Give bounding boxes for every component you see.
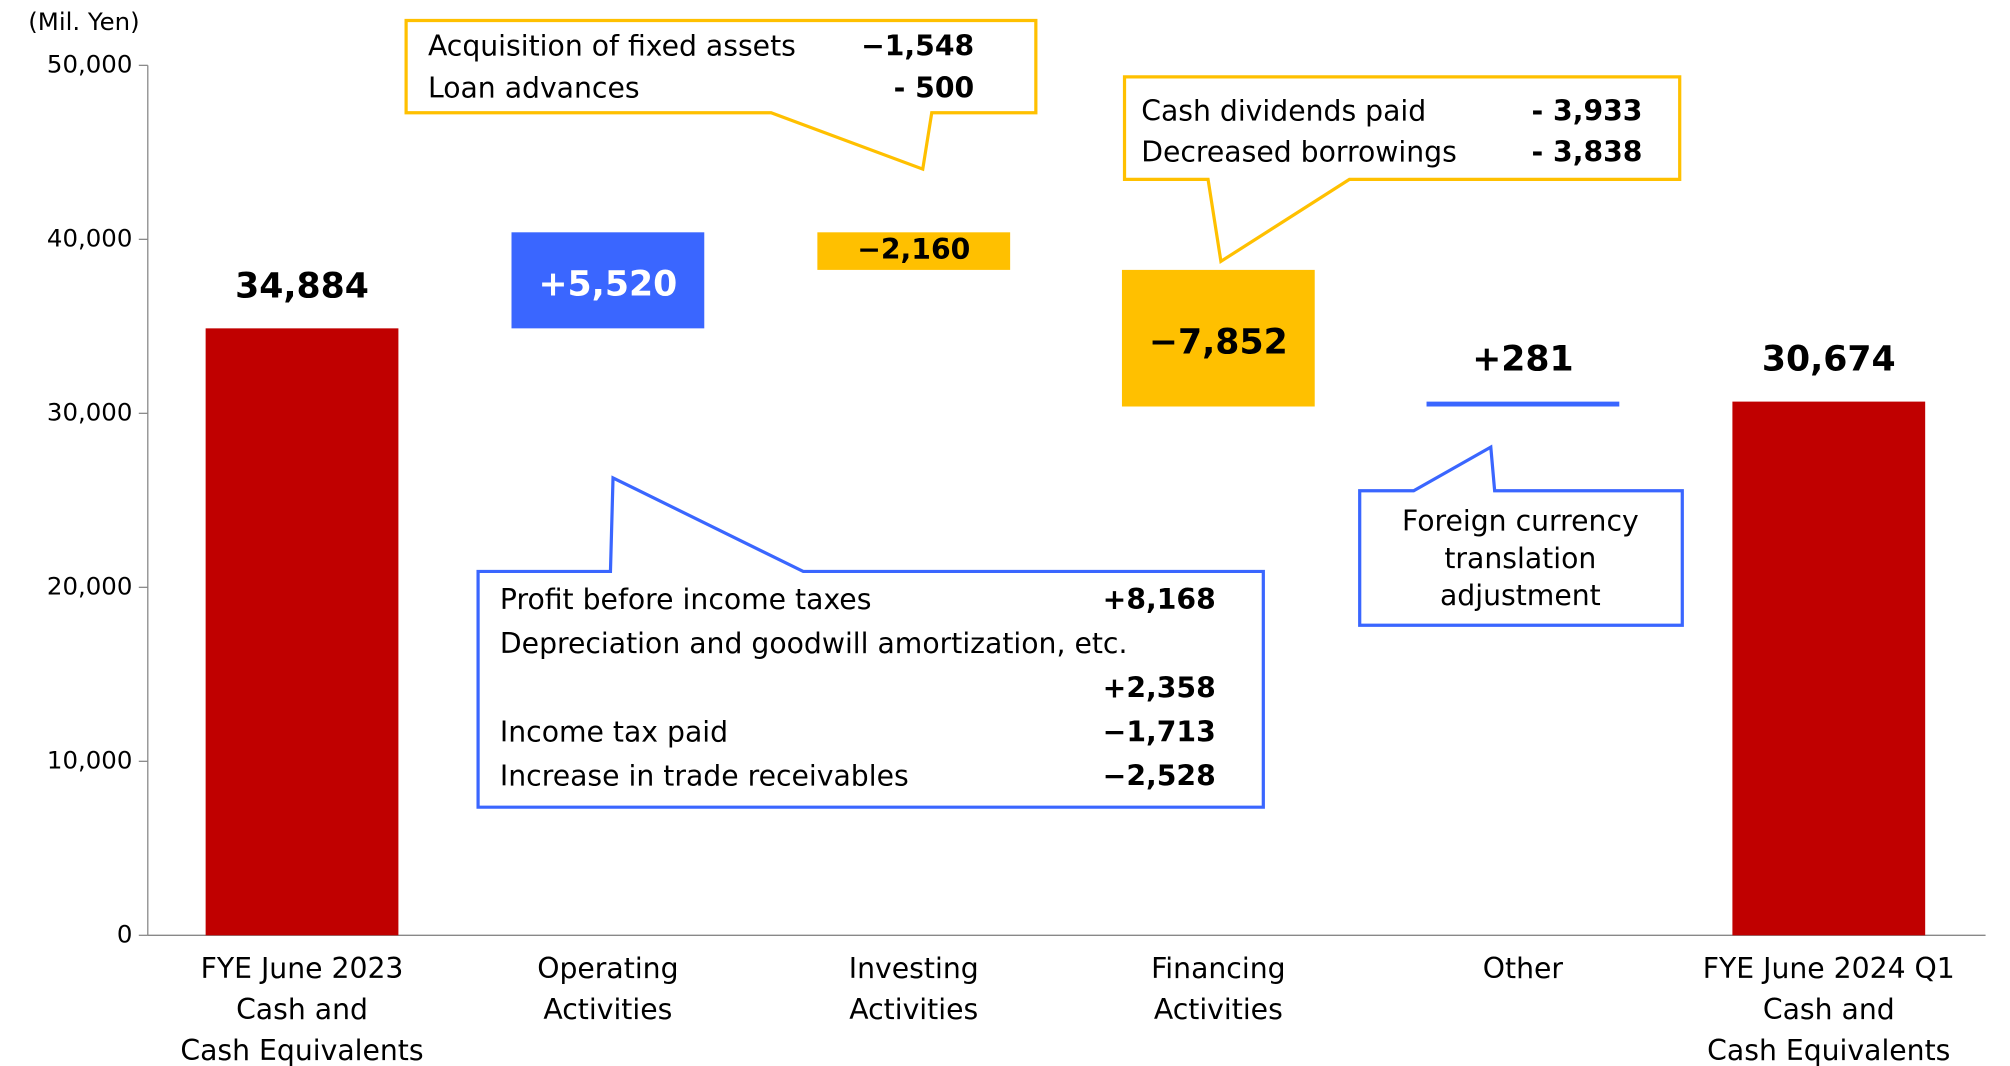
bar <box>817 232 1011 270</box>
x-tick-label-line: Cash and <box>236 993 368 1026</box>
annotation-label: translation <box>1444 542 1596 575</box>
x-tick-label: Financing Activities <box>1151 952 1285 1026</box>
y-tick-label: 10,000 <box>47 745 132 774</box>
x-tick-label-line: FYE June 2024 Q1 <box>1703 952 1955 985</box>
annotation-value: - 3,933 <box>1531 95 1642 128</box>
annotation-label: Acquisition of fixed assets <box>428 29 796 62</box>
callout-box <box>1122 75 1682 265</box>
annotation-value: −1,713 <box>1103 716 1216 749</box>
x-tick-label: Other <box>1483 952 1564 985</box>
annotation-label: Profit before income taxes <box>500 583 872 616</box>
annotation-value: +8,168 <box>1103 583 1216 616</box>
value-label: −7,852 <box>1149 322 1288 362</box>
x-tick-label-line: Other <box>1483 952 1564 985</box>
x-tick-label: FYE June 2024 Q1 Cash and Cash Equivalents <box>1703 952 1955 1066</box>
callout-box <box>1358 444 1684 627</box>
x-tick-label-line: Operating <box>537 952 678 985</box>
annotation-value: −2,528 <box>1103 760 1216 793</box>
annotation-label: Cash dividends paid <box>1141 95 1426 128</box>
y-tick-label: 20,000 <box>47 571 132 600</box>
unit-label: (Mil. Yen) <box>28 7 139 36</box>
annotation-value: −1,548 <box>861 29 974 62</box>
value-label: −2,160 <box>857 233 970 266</box>
x-tick-label-line: FYE June 2023 <box>201 952 404 985</box>
bar <box>1121 269 1315 407</box>
bar <box>511 232 705 329</box>
value-label: 30,674 <box>1762 340 1896 380</box>
x-tick-label-line: Financing <box>1151 952 1285 985</box>
value-label: +281 <box>1472 340 1573 380</box>
x-tick-label-line: Activities <box>1154 993 1283 1026</box>
x-tick-label-line: Investing <box>849 952 979 985</box>
x-tick-label-line: Activities <box>543 993 672 1026</box>
y-tick-label: 50,000 <box>47 49 132 78</box>
y-tick-label: 30,000 <box>47 397 132 426</box>
x-tick-label-line: Cash and <box>1763 993 1895 1026</box>
x-tick-label-line: Cash Equivalents <box>1707 1034 1950 1066</box>
y-tick-label: 0 <box>117 919 133 948</box>
value-label: 34,884 <box>235 266 369 306</box>
annotation-label: Income tax paid <box>500 716 728 749</box>
annotation-label: Depreciation and goodwill amortization, … <box>500 627 1128 660</box>
bar <box>1732 401 1926 936</box>
x-tick-label-line: Cash Equivalents <box>180 1034 423 1066</box>
callout-box <box>404 18 1038 172</box>
bar <box>1426 401 1620 407</box>
annotation-label: Increase in trade receivables <box>500 760 909 793</box>
callout-box <box>476 475 1265 809</box>
annotation-value: - 3,838 <box>1531 136 1642 169</box>
x-tick-label: FYE June 2023 Cash and Cash Equivalents <box>180 952 423 1066</box>
x-tick-label-line: Activities <box>849 993 978 1026</box>
value-label: +5,520 <box>539 264 678 304</box>
annotation-label: Foreign currency <box>1402 505 1639 538</box>
annotation-value: - 500 <box>894 72 975 105</box>
annotation-label: Decreased borrowings <box>1141 136 1457 169</box>
y-tick-label: 40,000 <box>47 223 132 252</box>
annotation-label: Loan advances <box>428 72 640 105</box>
annotation-label: adjustment <box>1440 579 1601 612</box>
x-tick-label: Operating Activities <box>537 952 678 1026</box>
bar <box>205 328 399 936</box>
annotation-value: +2,358 <box>1103 671 1216 704</box>
x-tick-label: Investing Activities <box>849 952 979 1026</box>
